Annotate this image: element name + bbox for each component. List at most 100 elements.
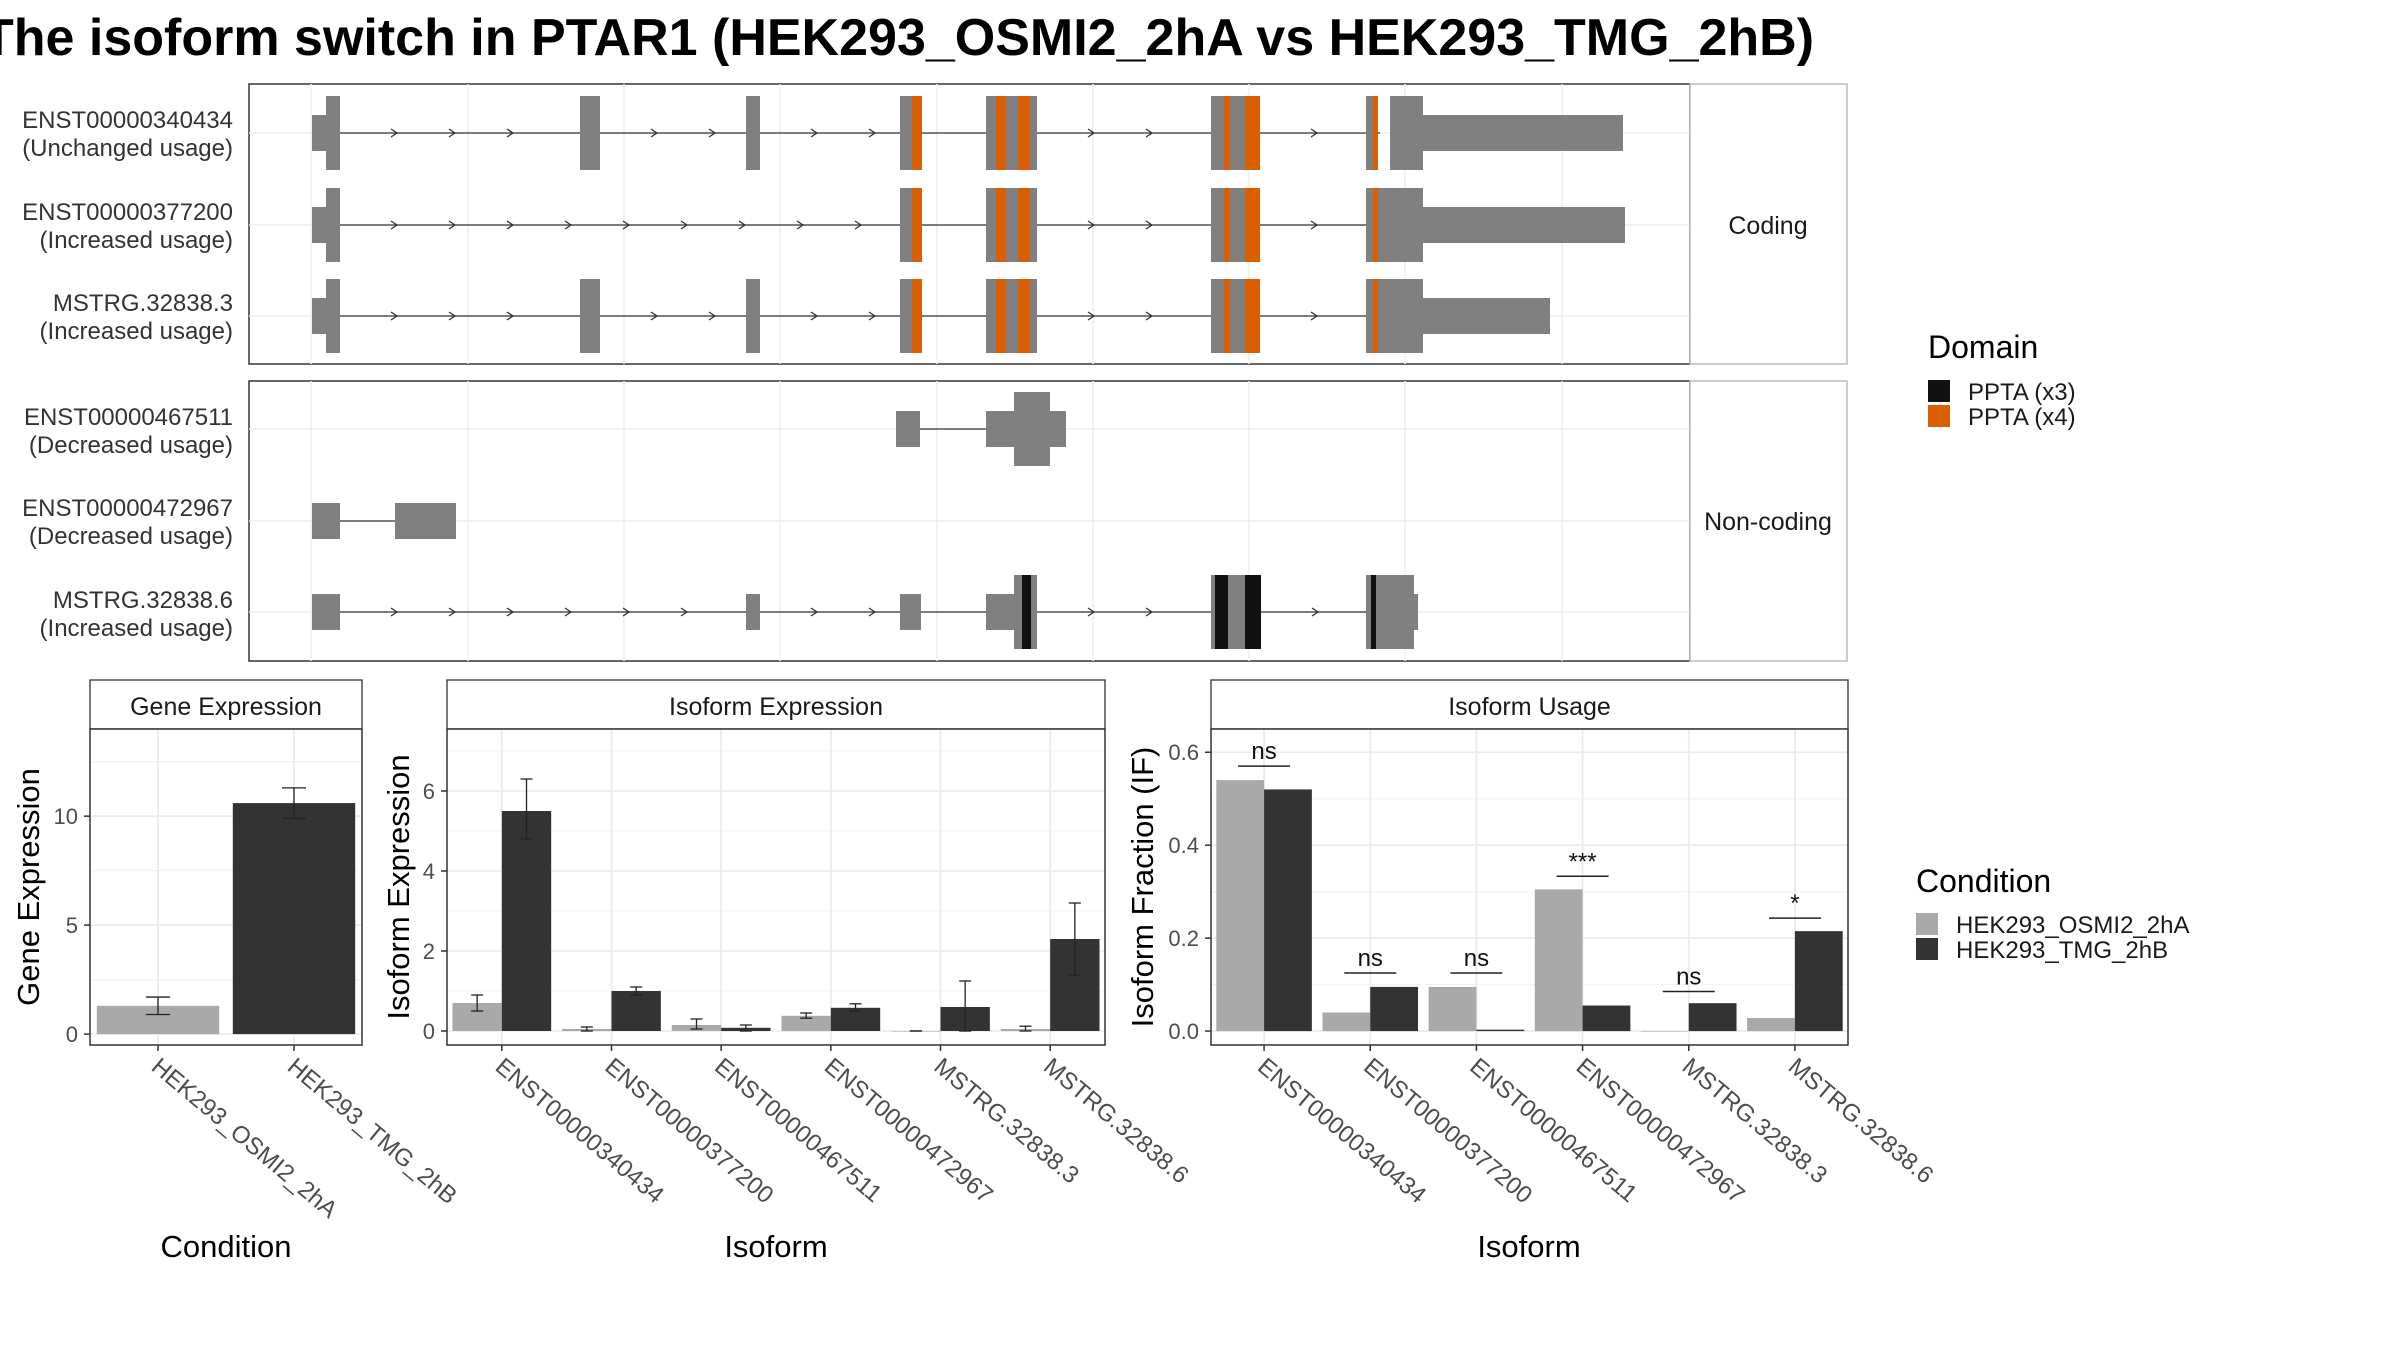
domain-ppta-x4 — [996, 188, 1006, 262]
exon — [1211, 188, 1224, 262]
bar — [1534, 889, 1583, 1032]
domain-ppta-x4 — [1018, 96, 1030, 170]
legend-key-ppta-x4 — [1928, 405, 1950, 427]
intron-arrow — [390, 128, 399, 138]
domain-ppta-x3 — [1245, 575, 1261, 649]
intron-arrow — [708, 311, 717, 321]
intron-arrow — [506, 311, 515, 321]
noncoding-transcripts — [312, 392, 1418, 649]
panel-strip — [1210, 679, 1849, 730]
exon — [1006, 279, 1018, 353]
intron-arrow — [390, 607, 399, 617]
y-axis-title: Gene Expression — [11, 768, 46, 1006]
intron-arrow — [564, 607, 573, 617]
intron-arrow — [448, 220, 457, 230]
intron-arrow — [448, 128, 457, 138]
bar — [830, 1007, 881, 1031]
significance-label: *** — [1569, 848, 1597, 875]
bar — [1794, 931, 1843, 1032]
exon — [1211, 279, 1224, 353]
domain-ppta-x3 — [1215, 575, 1228, 649]
y-axis-title: Isoform Expression — [381, 754, 416, 1019]
domain-ppta-x4 — [1245, 96, 1260, 170]
y-tick-label: 0 — [66, 1022, 78, 1047]
intron-arrow — [1310, 128, 1319, 138]
y-tick-label: 0.4 — [1168, 833, 1199, 858]
bar — [781, 1015, 831, 1031]
intron-arrow — [1145, 607, 1154, 617]
exon — [326, 96, 340, 170]
exon — [1211, 96, 1224, 170]
exon — [1230, 96, 1245, 170]
x-axis-title: Isoform — [1477, 1229, 1580, 1264]
domain-ppta-x3 — [1022, 575, 1031, 649]
coding-strip — [1689, 83, 1848, 365]
transcript-usage: (Increased usage) — [40, 615, 233, 642]
y-tick-label: 0.0 — [1168, 1019, 1199, 1044]
intron-arrow — [680, 220, 689, 230]
exon — [1031, 575, 1037, 649]
intron-arrow — [448, 311, 457, 321]
panel-frame — [89, 728, 363, 1046]
intron-arrow — [390, 311, 399, 321]
bar — [1476, 1029, 1525, 1032]
exon — [312, 115, 327, 151]
panel-strip-label: Gene Expression — [130, 693, 322, 721]
domain-ppta-x4 — [1018, 279, 1030, 353]
significance-label: ns — [1251, 738, 1276, 765]
intron-arrow — [868, 311, 877, 321]
exon — [1228, 575, 1245, 649]
domain-ppta-x4 — [1018, 188, 1030, 262]
exon — [986, 411, 1014, 447]
domain-ppta-x4 — [912, 188, 922, 262]
y-axis-title: Isoform Fraction (IF) — [1125, 747, 1160, 1028]
intron-arrow — [810, 128, 819, 138]
isoform-expression-chart: Isoform Expression0246ENST00000340434ENS… — [381, 679, 1194, 1264]
significance-label: * — [1790, 890, 1799, 917]
exon — [986, 96, 996, 170]
exon — [746, 279, 760, 353]
y-tick-label: 10 — [54, 804, 78, 829]
transcript-id: ENST00000472967 — [22, 495, 233, 522]
exon — [1378, 279, 1423, 353]
transcript-usage: (Unchanged usage) — [22, 135, 233, 162]
exon — [986, 594, 1014, 630]
intron-arrow — [650, 311, 659, 321]
exon — [395, 503, 456, 539]
intron-arrow — [1145, 311, 1154, 321]
domain-ppta-x4 — [1224, 188, 1230, 262]
noncoding-strip-label: Non-coding — [1704, 508, 1832, 536]
exon — [326, 279, 340, 353]
x-axis-title: Condition — [161, 1229, 292, 1264]
bar — [1688, 1003, 1737, 1032]
exon — [1006, 96, 1018, 170]
intron-arrow — [680, 607, 689, 617]
exon — [312, 298, 327, 334]
intron-arrow — [868, 128, 877, 138]
transcript-usage: (Decreased usage) — [29, 523, 233, 550]
structure-panel-coding: Coding — [248, 83, 1848, 365]
legend-label-condB: HEK293_TMG_2hB — [1956, 937, 2168, 964]
intron-arrow — [1145, 128, 1154, 138]
exon — [1211, 575, 1215, 649]
intron-arrow — [1310, 311, 1319, 321]
exon — [1050, 411, 1066, 447]
exon — [312, 503, 340, 539]
intron-arrow — [506, 220, 515, 230]
transcript-id: MSTRG.32838.6 — [53, 587, 233, 614]
exon — [1030, 279, 1037, 353]
exon — [1378, 188, 1423, 262]
exon — [986, 279, 996, 353]
bar — [232, 803, 356, 1035]
exon — [580, 279, 600, 353]
intron-arrow — [506, 128, 515, 138]
legend-label-ppta-x3: PPTA (x3) — [1968, 379, 2076, 406]
intron-arrow — [810, 607, 819, 617]
domain-ppta-x4 — [996, 96, 1006, 170]
bar — [1640, 1031, 1689, 1032]
condition-legend: Condition HEK293_OSMI2_2hA HEK293_TMG_2h… — [1916, 863, 2189, 964]
intron-arrow — [506, 607, 515, 617]
noncoding-strip — [1689, 380, 1848, 662]
